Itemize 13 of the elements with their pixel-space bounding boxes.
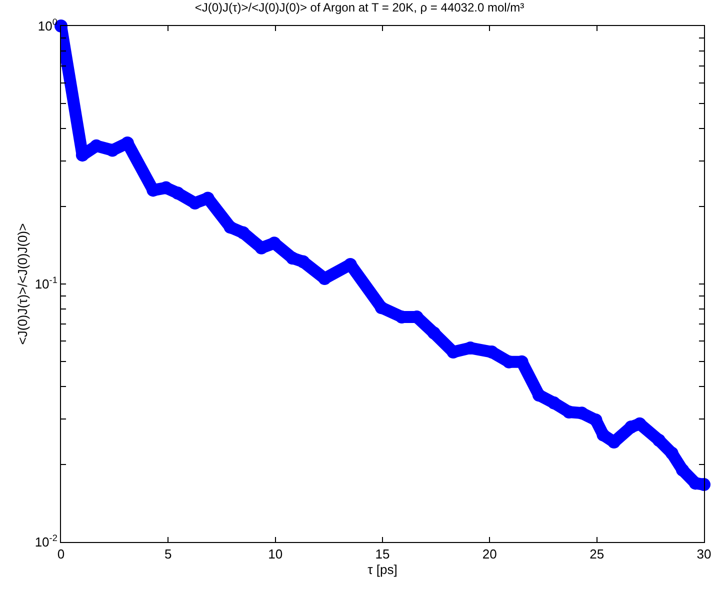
y-tick-label: 10$^{0}$	[38, 17, 58, 34]
x-tick-label: 5	[164, 546, 172, 562]
x-tick-label: 15	[375, 546, 390, 562]
x-tick-label: 25	[590, 546, 604, 562]
y-tick-label: 10$^{-2}$	[34, 533, 58, 550]
x-axis-title: τ [ps]	[368, 562, 398, 578]
x-tick-label: 20	[482, 546, 497, 562]
y-tick-label: 10$^{-1}$	[34, 275, 58, 292]
y-axis-title: <J(0)J(τ)>/<J(0)J(0)>	[14, 223, 30, 345]
x-tick-label: 10	[268, 546, 283, 562]
chart-title: <J(0)J(τ)>/<J(0)J(0)> of Argon at T = 20K, ρ = 44032.0 mol/m³	[194, 0, 524, 14]
x-tick-label: 0	[57, 546, 65, 562]
x-tick-label: 30	[696, 546, 712, 562]
